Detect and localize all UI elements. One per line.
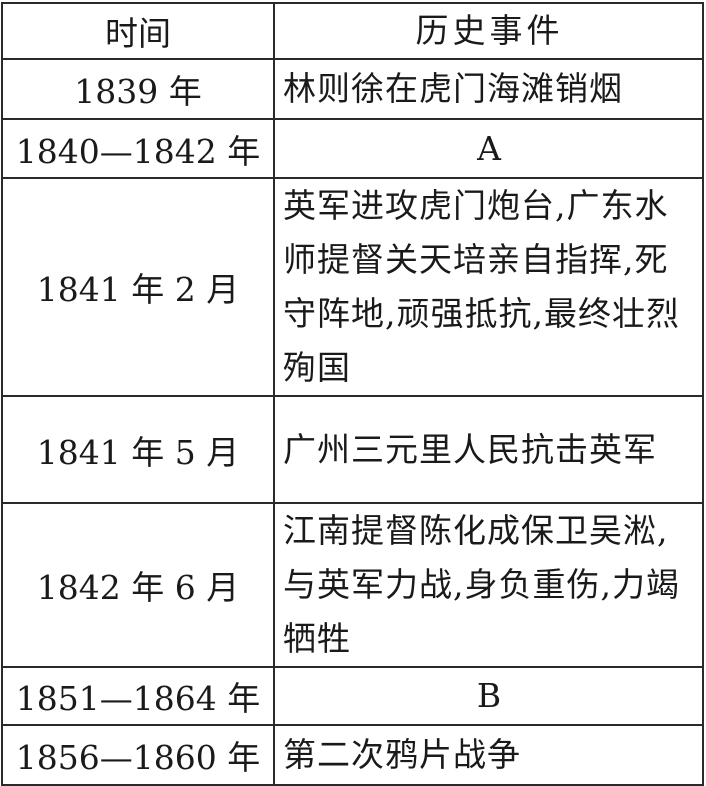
row-event: 第二次鸦片战争: [273, 724, 704, 786]
table-row: 1851—1864 年 B: [1, 666, 704, 726]
table-row: 1856—1860 年 第二次鸦片战争: [1, 724, 704, 786]
row-time: 1851—1864 年: [1, 666, 275, 726]
table-row: 1840—1842 年 A: [1, 118, 704, 179]
row-time: 1839 年: [1, 58, 275, 120]
table-row: 1841 年 5 月 广州三元里人民抗击英军: [1, 395, 704, 504]
table-header-row: 时间 历史事件: [1, 2, 704, 60]
row-event: 江南提督陈化成保卫吴淞,与英军力战,身负重伤,力竭牺牲: [273, 502, 704, 668]
table-row: 1839 年 林则徐在虎门海滩销烟: [1, 58, 704, 120]
row-time: 1842 年 6 月: [1, 502, 275, 668]
row-time: 1841 年 5 月: [1, 395, 275, 504]
table-row: 1841 年 2 月 英军进攻虎门炮台,广东水师提督关天培亲自指挥,死守阵地,顽…: [1, 177, 704, 397]
row-event: 英军进攻虎门炮台,广东水师提督关天培亲自指挥,死守阵地,顽强抵抗,最终壮烈殉国: [273, 177, 704, 397]
row-event: 广州三元里人民抗击英军: [273, 395, 704, 504]
row-time: 1856—1860 年: [1, 724, 275, 786]
row-time: 1840—1842 年: [1, 118, 275, 179]
row-event-blank-a: A: [273, 118, 704, 179]
row-event-blank-b: B: [273, 666, 704, 726]
row-time: 1841 年 2 月: [1, 177, 275, 397]
row-event: 林则徐在虎门海滩销烟: [273, 58, 704, 120]
table-row: 1842 年 6 月 江南提督陈化成保卫吴淞,与英军力战,身负重伤,力竭牺牲: [1, 502, 704, 668]
header-time: 时间: [1, 2, 275, 60]
header-event: 历史事件: [273, 2, 704, 60]
